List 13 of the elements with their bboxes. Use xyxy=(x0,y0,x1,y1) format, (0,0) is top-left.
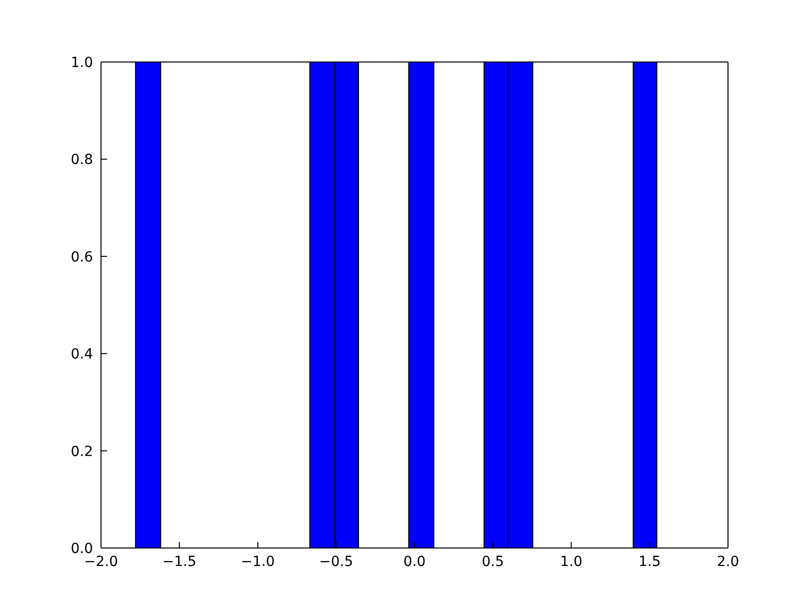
x-tick-label: −1.0 xyxy=(240,554,275,570)
x-tick-label: 1.0 xyxy=(560,554,582,570)
y-tick-label: 0.2 xyxy=(70,444,93,460)
x-tick-label: −1.5 xyxy=(162,554,196,570)
y-tick-label: 0.6 xyxy=(70,249,94,266)
x-tick-label: 0.5 xyxy=(482,554,504,570)
x-tick-label: 1.5 xyxy=(638,554,661,570)
x-tick-label: 2.0 xyxy=(716,554,740,570)
y-tick-label: 0.8 xyxy=(70,152,93,168)
x-tick-label: −0.5 xyxy=(319,554,354,570)
y-tick-label: 1.0 xyxy=(70,54,93,71)
y-tick-label: 0.4 xyxy=(70,346,94,363)
x-tick-label: 0.0 xyxy=(403,554,426,570)
